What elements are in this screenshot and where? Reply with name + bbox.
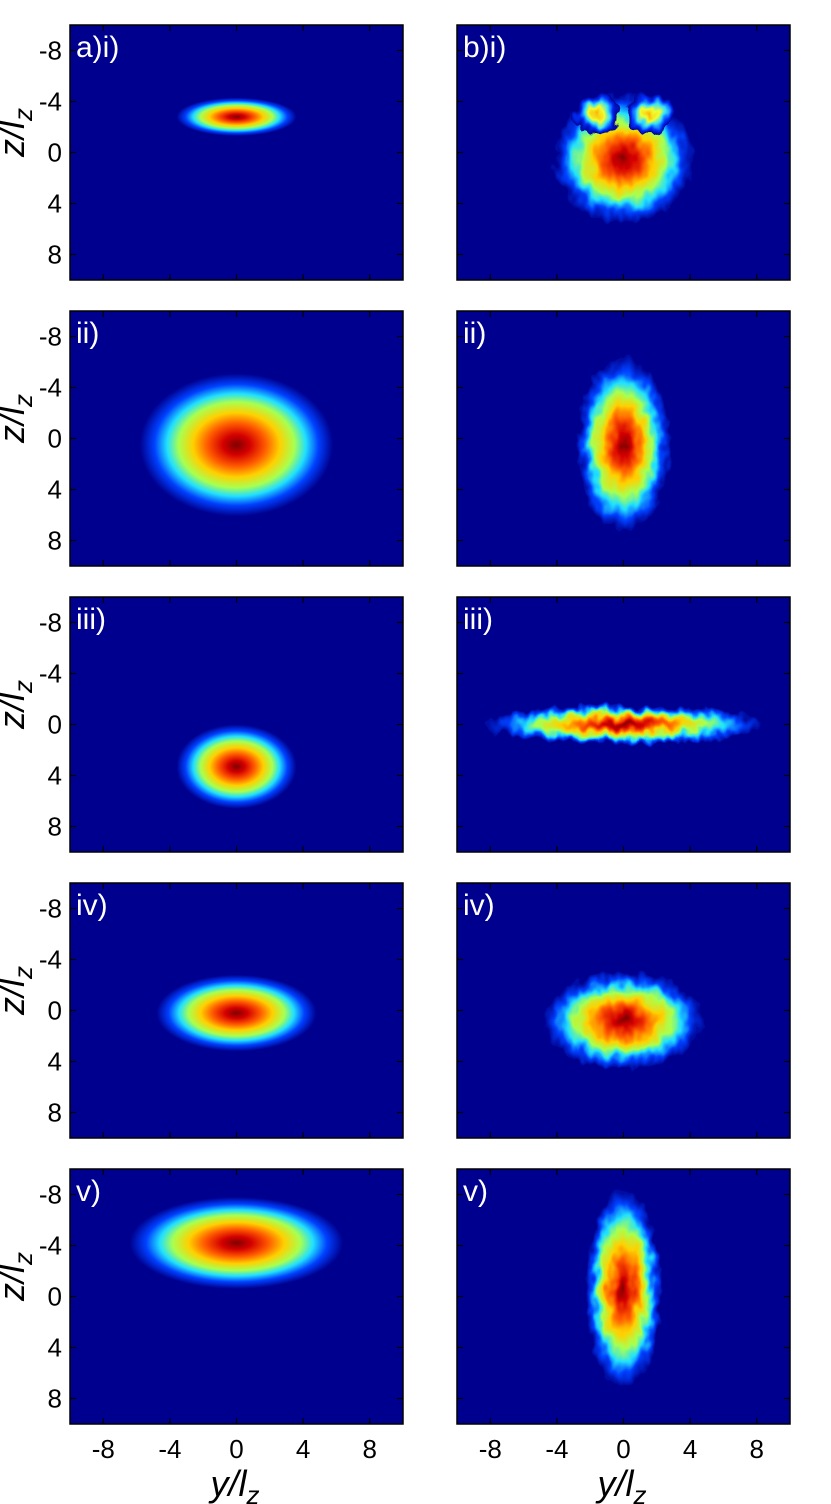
x-tick-label: -4 xyxy=(158,1434,181,1464)
y-tick-label: 8 xyxy=(48,240,62,270)
density-blob xyxy=(585,1189,662,1389)
y-tick-label: 4 xyxy=(48,189,62,219)
panel-a-2: ii) xyxy=(69,310,404,567)
panel-a-1: a)i) xyxy=(69,24,404,281)
panel-b-4: iv) xyxy=(456,882,791,1139)
panel-b-3: iii) xyxy=(456,596,791,853)
x-tick-labels: -8 -4 0 4 8 -8 -4 0 4 8 xyxy=(92,1434,764,1464)
x-tick-label: -4 xyxy=(545,1434,568,1464)
panel-a-4: iv) xyxy=(69,882,404,1139)
y-tick-label: -8 xyxy=(39,1180,62,1210)
density-blob xyxy=(139,373,334,517)
y-axis-label: z/lz xyxy=(0,108,38,158)
panel-a-5: v) xyxy=(69,1168,404,1425)
panel-label: iv) xyxy=(463,889,495,922)
y-tick-label: -8 xyxy=(39,894,62,924)
y-tick-label: 4 xyxy=(48,1047,62,1077)
x-axis-label-b: y/lz xyxy=(595,1463,647,1504)
panel-background xyxy=(70,597,403,852)
panel-label: v) xyxy=(463,1175,488,1208)
y-axis-label: z/lz xyxy=(0,1252,38,1302)
density-blob xyxy=(129,1197,344,1289)
y-tick-label: -4 xyxy=(39,659,62,689)
x-tick-label: 4 xyxy=(683,1434,697,1464)
density-blob xyxy=(156,974,317,1052)
y-axis-label: z/lz xyxy=(0,394,38,444)
y-tick-label: 0 xyxy=(48,424,62,454)
panel-label: iv) xyxy=(76,889,108,922)
density-blob xyxy=(626,93,674,135)
y-tick-labels: -8 -4 0 4 8 -8 -4 0 4 8 -8 -4 0 4 8 -8 -4 0 4 8 -8 -4 0 4 8 xyxy=(39,36,62,1414)
y-tick-label: -4 xyxy=(39,87,62,117)
y-tick-label: 4 xyxy=(48,475,62,505)
x-tick-label: 0 xyxy=(616,1434,630,1464)
y-axis-label: z/lz xyxy=(0,680,38,730)
panel-label: iii) xyxy=(463,603,493,636)
density-blob xyxy=(573,93,621,135)
panel-label: a)i) xyxy=(76,31,119,64)
y-tick-label: 0 xyxy=(48,710,62,740)
y-tick-label: -8 xyxy=(39,36,62,66)
y-tick-label: -4 xyxy=(39,373,62,403)
y-tick-label: 0 xyxy=(48,1282,62,1312)
panel-b-5: v) xyxy=(456,1168,791,1425)
y-tick-label: -4 xyxy=(39,1231,62,1261)
x-tick-label: 8 xyxy=(749,1434,763,1464)
x-axis-label-a: y/lz xyxy=(208,1463,260,1504)
panel-label: ii) xyxy=(76,317,99,350)
y-axis-labels: z/lz z/lz z/lz z/lz z/lz xyxy=(0,108,38,1302)
panel-label: iii) xyxy=(76,603,106,636)
panel-background xyxy=(70,25,403,280)
density-blob xyxy=(176,724,297,809)
y-tick-label: 8 xyxy=(48,1384,62,1414)
density-blob xyxy=(483,705,764,744)
y-tick-label: 8 xyxy=(48,1098,62,1128)
y-tick-label: 0 xyxy=(48,996,62,1026)
y-tick-label: -4 xyxy=(39,945,62,975)
panel-label: v) xyxy=(76,1175,101,1208)
y-tick-label: -8 xyxy=(39,322,62,352)
density-blob xyxy=(543,972,704,1070)
y-tick-label: 4 xyxy=(48,1333,62,1363)
y-tick-label: -8 xyxy=(39,608,62,638)
x-tick-label: -8 xyxy=(479,1434,502,1464)
panel-label: ii) xyxy=(463,317,486,350)
panel-b-1: b)i) xyxy=(456,24,791,281)
y-tick-label: 4 xyxy=(48,761,62,791)
x-tick-label: 4 xyxy=(296,1434,310,1464)
y-tick-label: 0 xyxy=(48,138,62,168)
y-tick-label: 8 xyxy=(48,812,62,842)
panel-grid: a)i) ii) iii) iv) v) b)i) ii) iii) iv) v) xyxy=(69,24,791,1425)
panel-a-3: iii) xyxy=(69,596,404,853)
x-tick-label: 8 xyxy=(362,1434,376,1464)
x-tick-label: -8 xyxy=(92,1434,115,1464)
density-blob xyxy=(576,358,671,532)
panel-label: b)i) xyxy=(463,31,506,64)
density-blob xyxy=(176,97,297,136)
y-tick-label: 8 xyxy=(48,526,62,556)
panel-b-2: ii) xyxy=(456,310,791,567)
x-tick-label: 0 xyxy=(229,1434,243,1464)
y-axis-label: z/lz xyxy=(0,966,38,1016)
